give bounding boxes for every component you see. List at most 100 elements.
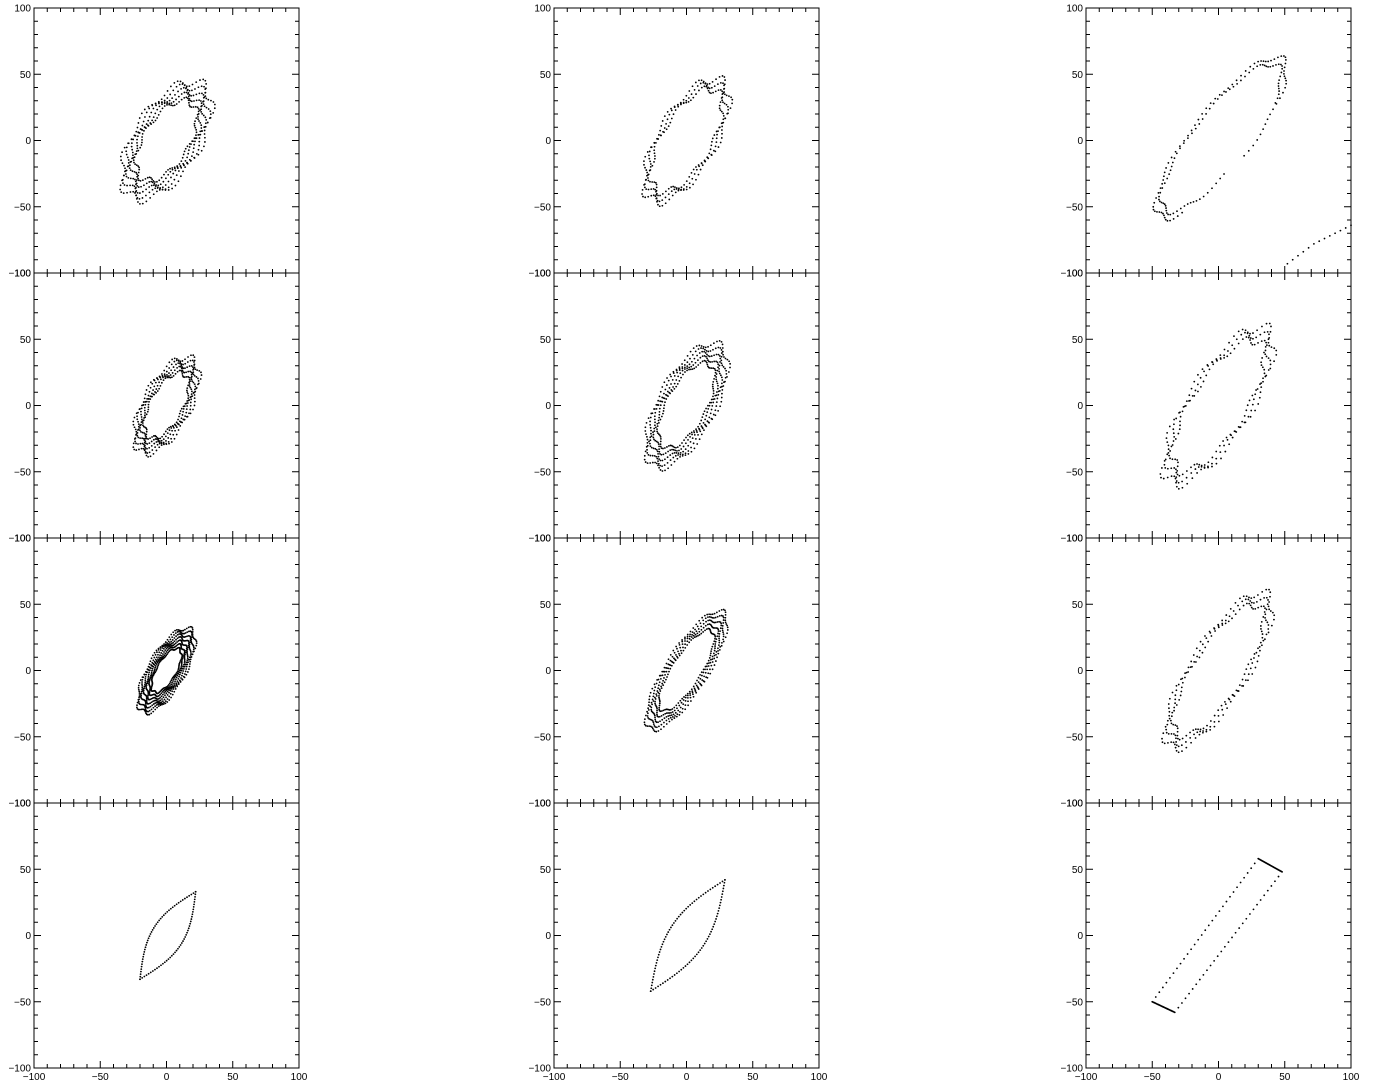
scatter-point — [658, 413, 661, 416]
scatter-point — [148, 442, 151, 445]
scatter-point — [141, 129, 144, 131]
scatter-point — [1339, 229, 1342, 232]
scatter-point — [1202, 974, 1205, 976]
scatter-point — [664, 190, 667, 193]
scatter-point — [1250, 867, 1253, 870]
y-tick-label: 0 — [1077, 401, 1083, 412]
scatter-point — [646, 448, 648, 451]
scatter-point — [721, 624, 724, 627]
scatter-point — [1245, 668, 1248, 670]
scatter-point — [657, 404, 660, 406]
scatter-point — [1171, 444, 1174, 446]
scatter-point — [1248, 596, 1250, 599]
scatter-point — [723, 84, 725, 87]
scatter-point — [722, 118, 725, 121]
scatter-point — [137, 686, 140, 689]
scatter-point — [689, 696, 692, 699]
scatter-point — [1190, 466, 1192, 469]
scatter-point — [145, 673, 148, 676]
scatter-point — [676, 449, 678, 452]
scatter-point — [1268, 333, 1270, 336]
scatter-point — [160, 652, 163, 654]
scatter-point — [717, 366, 719, 369]
scatter-point — [1201, 112, 1204, 115]
scatter-point — [176, 165, 179, 167]
scatter-point — [1282, 91, 1284, 94]
scatter-point — [178, 420, 181, 423]
scatter-point — [1168, 707, 1170, 710]
scatter-point — [170, 633, 173, 636]
scatter-point — [1197, 728, 1199, 731]
scatter-point — [183, 660, 186, 663]
scatter-point — [180, 93, 183, 95]
scatter-point — [125, 146, 128, 149]
scatter-point — [1241, 328, 1244, 331]
scatter-point — [659, 983, 662, 986]
scatter-point — [679, 913, 682, 916]
scatter-point — [158, 651, 161, 654]
scatter-point — [1173, 733, 1175, 735]
scatter-point — [1245, 595, 1248, 598]
scatter-point — [140, 413, 142, 416]
scatter-point — [1267, 357, 1270, 359]
scatter-point — [722, 640, 725, 643]
scatter-point — [1235, 338, 1238, 341]
scatter-point — [722, 385, 725, 387]
scatter-point — [649, 705, 652, 708]
scatter-point — [667, 193, 670, 195]
scatter-point — [175, 638, 177, 641]
scatter-point — [686, 365, 689, 368]
scatter-point — [1261, 633, 1264, 635]
scatter-point — [1252, 337, 1254, 340]
x-tick-label: −100 — [23, 1072, 46, 1083]
scatter-point — [1160, 467, 1163, 469]
scatter-point — [135, 179, 138, 181]
scatter-point — [695, 429, 698, 432]
scatter-point — [658, 715, 661, 718]
scatter-point — [711, 645, 714, 648]
axis-ticks — [553, 272, 820, 539]
scatter-point — [171, 97, 174, 100]
scatter-point — [668, 113, 671, 116]
scatter-point — [131, 151, 134, 154]
plot-frame — [553, 802, 820, 1069]
scatter-point — [698, 79, 700, 82]
scatter-point — [193, 143, 196, 146]
scatter-point — [704, 891, 707, 894]
scatter-point — [657, 956, 659, 959]
scatter-point — [138, 448, 140, 451]
scatter-point — [1171, 711, 1174, 714]
scatter-point — [163, 105, 166, 107]
scatter-point — [145, 454, 148, 457]
scatter-point — [674, 919, 677, 922]
scatter-point — [710, 650, 713, 653]
axis-ticks — [33, 7, 300, 274]
scatter-point — [647, 188, 650, 191]
scatter-point — [168, 372, 170, 374]
scatter-point — [121, 178, 124, 181]
scatter-point — [654, 698, 657, 700]
scatter-point — [186, 389, 188, 392]
scatter-point — [176, 633, 179, 636]
scatter-point — [148, 935, 151, 938]
scatter-point — [182, 170, 184, 173]
scatter-point — [141, 138, 143, 141]
scatter-point — [168, 642, 171, 644]
scatter-point — [177, 667, 180, 670]
scatter-point — [190, 388, 193, 391]
scatter-point — [198, 120, 200, 122]
scatter-point — [708, 82, 711, 85]
scatter-point — [709, 613, 712, 616]
scatter-point — [1206, 969, 1208, 972]
scatter-point — [654, 181, 657, 184]
scatter-point — [653, 713, 656, 716]
scatter-point — [1218, 910, 1221, 913]
y-tick-label: −50 — [1066, 732, 1083, 743]
scatter-point — [656, 711, 658, 714]
scatter-point — [161, 691, 164, 693]
scatter-point — [1172, 432, 1175, 435]
scatter-point — [699, 622, 702, 625]
scatter-point — [663, 666, 666, 669]
scatter-point — [163, 701, 165, 704]
scatter-point — [669, 977, 671, 980]
